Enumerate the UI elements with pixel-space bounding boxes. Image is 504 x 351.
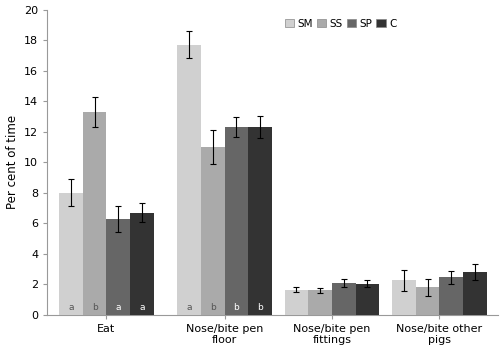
Legend: SM, SS, SP, C: SM, SS, SP, C (281, 15, 401, 33)
Bar (463, 272, 487, 315)
Bar (416, 287, 439, 315)
Text: a: a (68, 303, 74, 312)
Bar (130, 213, 154, 315)
Bar (201, 147, 224, 315)
Bar (224, 127, 248, 315)
Bar (59, 193, 83, 315)
Bar (248, 127, 272, 315)
Bar (355, 284, 379, 315)
Bar (332, 283, 355, 315)
Bar (285, 290, 308, 315)
Text: b: b (210, 303, 216, 312)
Text: a: a (115, 303, 121, 312)
Y-axis label: Per cent of time: Per cent of time (6, 115, 19, 209)
Text: a: a (139, 303, 145, 312)
Text: b: b (92, 303, 97, 312)
Bar (308, 290, 332, 315)
Bar (106, 219, 130, 315)
Text: b: b (233, 303, 239, 312)
Bar (83, 112, 106, 315)
Text: a: a (186, 303, 192, 312)
Bar (392, 280, 416, 315)
Text: b: b (257, 303, 263, 312)
Bar (177, 45, 201, 315)
Bar (439, 277, 463, 315)
